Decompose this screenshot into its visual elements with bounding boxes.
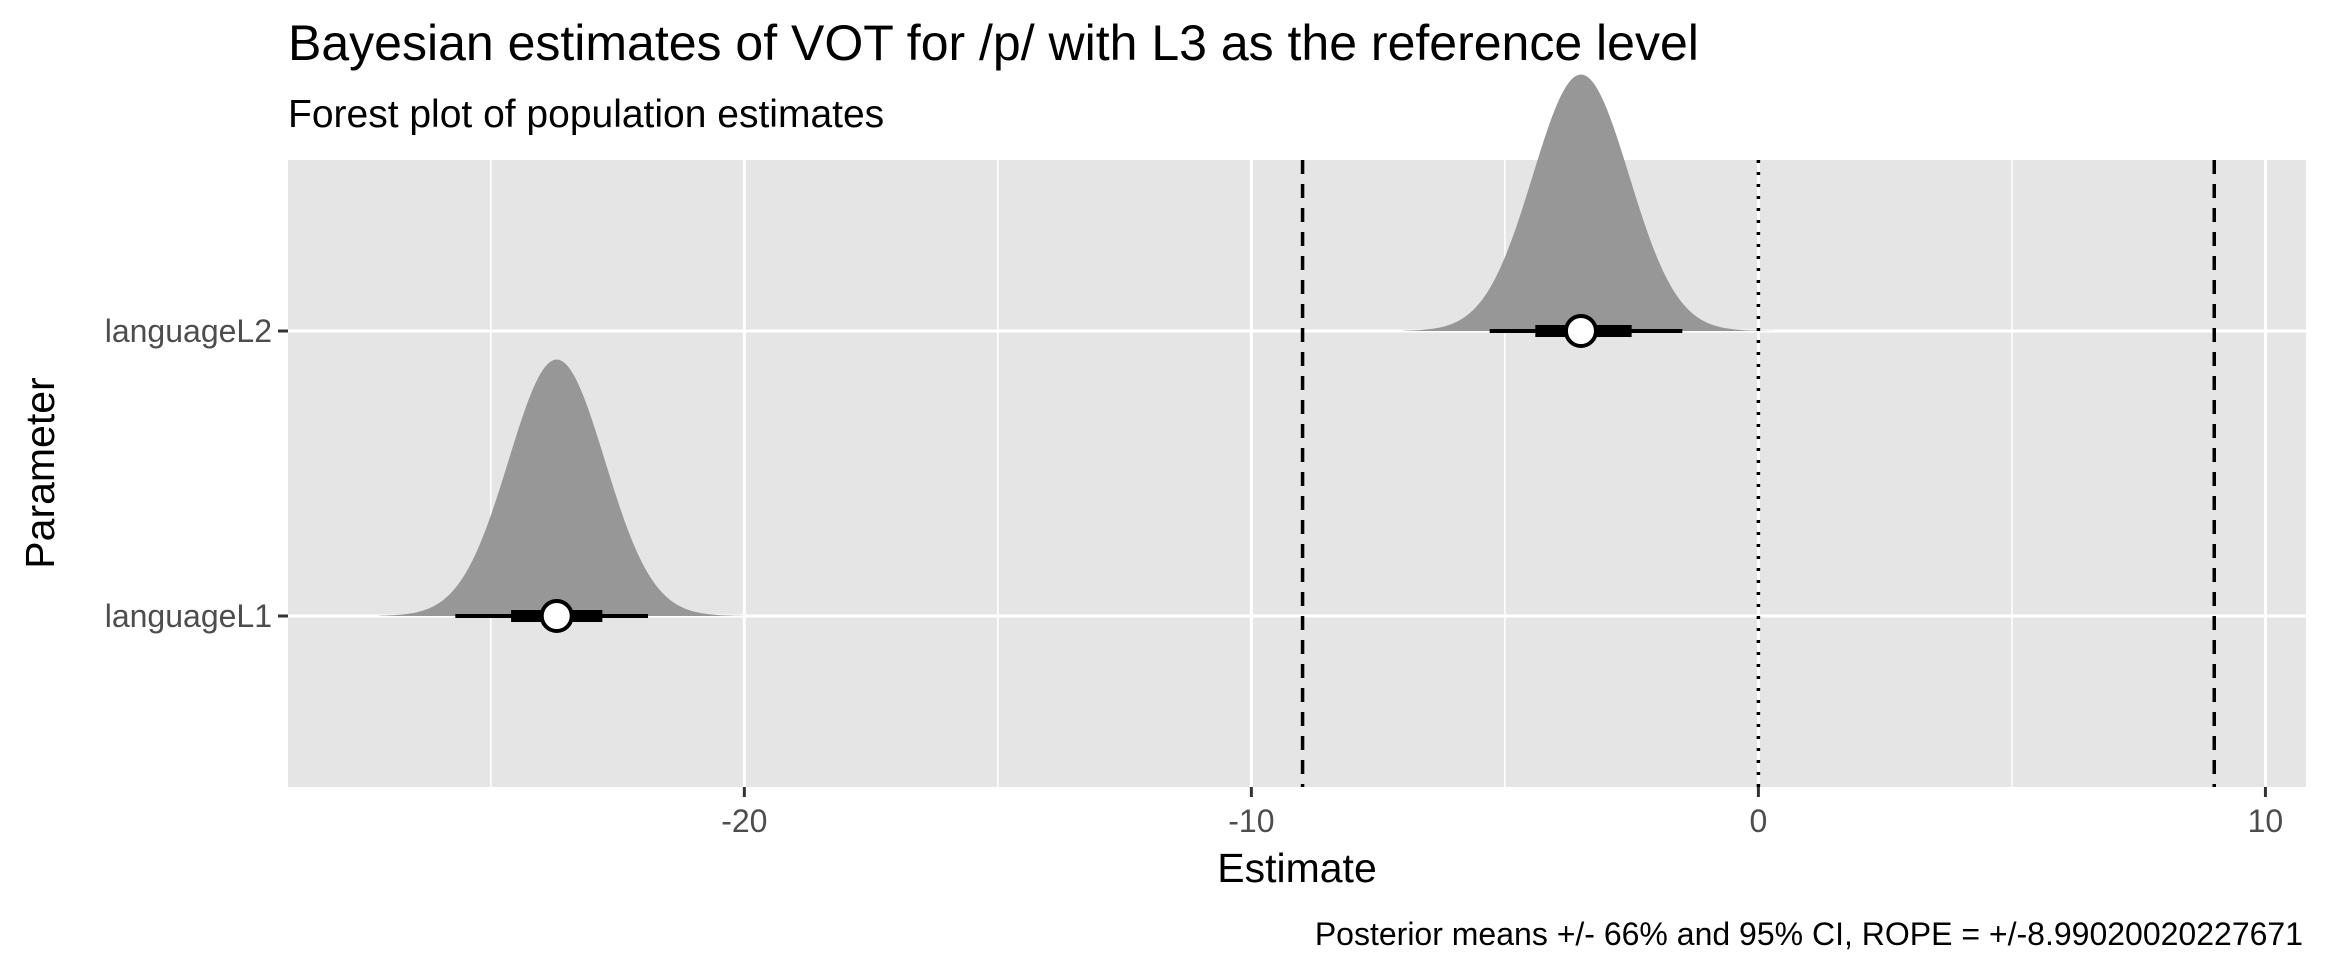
y-axis: languageL1 languageL2 bbox=[105, 313, 288, 634]
density-languageL1 bbox=[379, 359, 745, 616]
x-tick-label: 0 bbox=[1750, 803, 1768, 839]
y-axis-title: Parameter bbox=[17, 377, 63, 568]
x-axis-title: Estimate bbox=[1217, 845, 1377, 891]
chart-caption: Posterior means +/- 66% and 95% CI, ROPE… bbox=[1315, 916, 2303, 952]
x-tick-label: -20 bbox=[721, 803, 767, 839]
x-axis: -20 -10 0 10 bbox=[721, 787, 2283, 839]
reference-lines bbox=[1300, 160, 2216, 787]
x-tick-label: 10 bbox=[2248, 803, 2284, 839]
mean-point-languageL2 bbox=[1563, 314, 1598, 348]
mean-point-languageL1 bbox=[539, 599, 574, 633]
y-tick-label: languageL1 bbox=[105, 598, 272, 634]
y-tick-label: languageL2 bbox=[105, 313, 272, 349]
plot-panel bbox=[288, 160, 2306, 787]
chart-subtitle: Forest plot of population estimates bbox=[288, 93, 884, 136]
density-languageL2 bbox=[1403, 74, 1774, 331]
densities bbox=[379, 74, 1774, 616]
x-tick-label: -10 bbox=[1228, 803, 1274, 839]
chart-title: Bayesian estimates of VOT for /p/ with L… bbox=[288, 15, 1699, 71]
intervals bbox=[455, 314, 1683, 633]
